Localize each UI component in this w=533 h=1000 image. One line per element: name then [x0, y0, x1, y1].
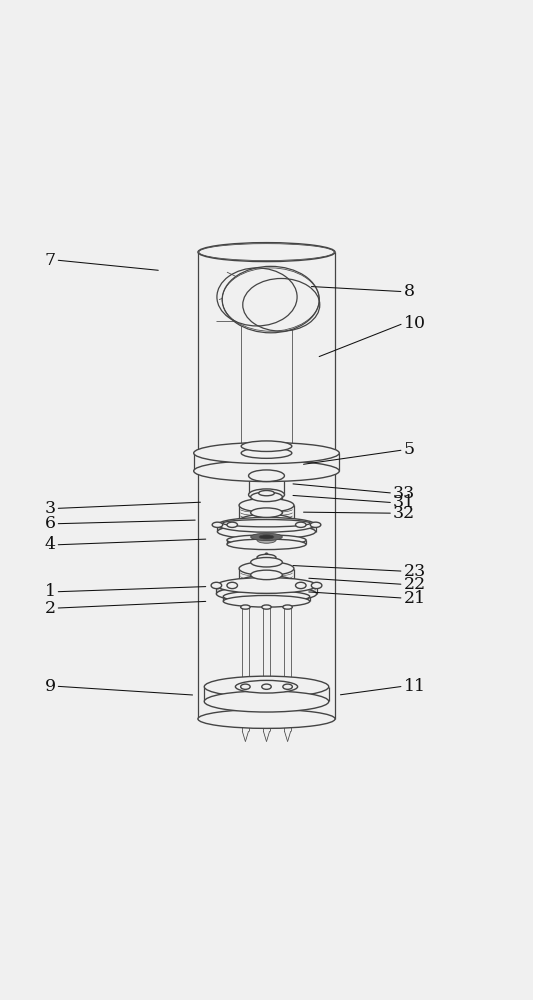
Ellipse shape — [217, 517, 316, 532]
Ellipse shape — [239, 562, 294, 575]
Ellipse shape — [311, 582, 322, 589]
Ellipse shape — [211, 582, 222, 589]
Ellipse shape — [227, 582, 238, 589]
Ellipse shape — [257, 554, 276, 561]
Ellipse shape — [283, 605, 292, 609]
Ellipse shape — [223, 595, 310, 607]
Ellipse shape — [239, 514, 294, 528]
Text: 21: 21 — [403, 590, 426, 607]
Ellipse shape — [239, 498, 294, 512]
Text: 5: 5 — [403, 441, 415, 458]
Text: 2: 2 — [44, 600, 55, 617]
Ellipse shape — [257, 537, 276, 543]
Text: 7: 7 — [44, 252, 55, 269]
Ellipse shape — [223, 591, 310, 602]
Ellipse shape — [251, 557, 282, 567]
Ellipse shape — [204, 676, 329, 697]
Text: 6: 6 — [45, 515, 55, 532]
Text: 11: 11 — [403, 678, 426, 695]
Text: 9: 9 — [44, 678, 55, 695]
Text: 33: 33 — [393, 485, 415, 502]
Ellipse shape — [239, 575, 294, 589]
Text: 3: 3 — [44, 500, 55, 517]
Ellipse shape — [262, 605, 271, 609]
Text: 23: 23 — [403, 563, 426, 580]
Ellipse shape — [217, 524, 316, 539]
Ellipse shape — [248, 470, 285, 482]
Ellipse shape — [259, 535, 274, 539]
Ellipse shape — [193, 443, 340, 464]
Ellipse shape — [198, 243, 335, 262]
Ellipse shape — [216, 586, 317, 602]
Text: 32: 32 — [393, 505, 415, 522]
Ellipse shape — [222, 266, 319, 333]
Ellipse shape — [259, 491, 274, 496]
Ellipse shape — [265, 553, 268, 555]
Ellipse shape — [193, 460, 340, 482]
Ellipse shape — [227, 535, 306, 545]
Ellipse shape — [227, 522, 238, 527]
Ellipse shape — [295, 582, 306, 589]
Ellipse shape — [198, 709, 335, 728]
Text: 8: 8 — [403, 283, 415, 300]
Text: 1: 1 — [45, 583, 55, 600]
Ellipse shape — [227, 539, 306, 550]
Ellipse shape — [251, 508, 282, 517]
Ellipse shape — [241, 441, 292, 451]
Text: 22: 22 — [403, 576, 426, 593]
Text: 10: 10 — [403, 315, 426, 332]
Text: 4: 4 — [45, 536, 55, 553]
Ellipse shape — [251, 570, 282, 580]
Ellipse shape — [216, 578, 317, 593]
Ellipse shape — [204, 691, 329, 712]
Ellipse shape — [236, 680, 297, 693]
Ellipse shape — [262, 684, 271, 689]
Ellipse shape — [241, 605, 250, 609]
Ellipse shape — [241, 448, 292, 458]
Ellipse shape — [295, 522, 306, 527]
Ellipse shape — [251, 533, 282, 541]
Ellipse shape — [251, 492, 282, 502]
Ellipse shape — [283, 684, 292, 689]
Ellipse shape — [310, 522, 321, 527]
Ellipse shape — [223, 520, 310, 527]
Text: 31: 31 — [393, 494, 415, 511]
Ellipse shape — [241, 684, 250, 689]
Ellipse shape — [248, 489, 285, 501]
Ellipse shape — [212, 522, 223, 527]
